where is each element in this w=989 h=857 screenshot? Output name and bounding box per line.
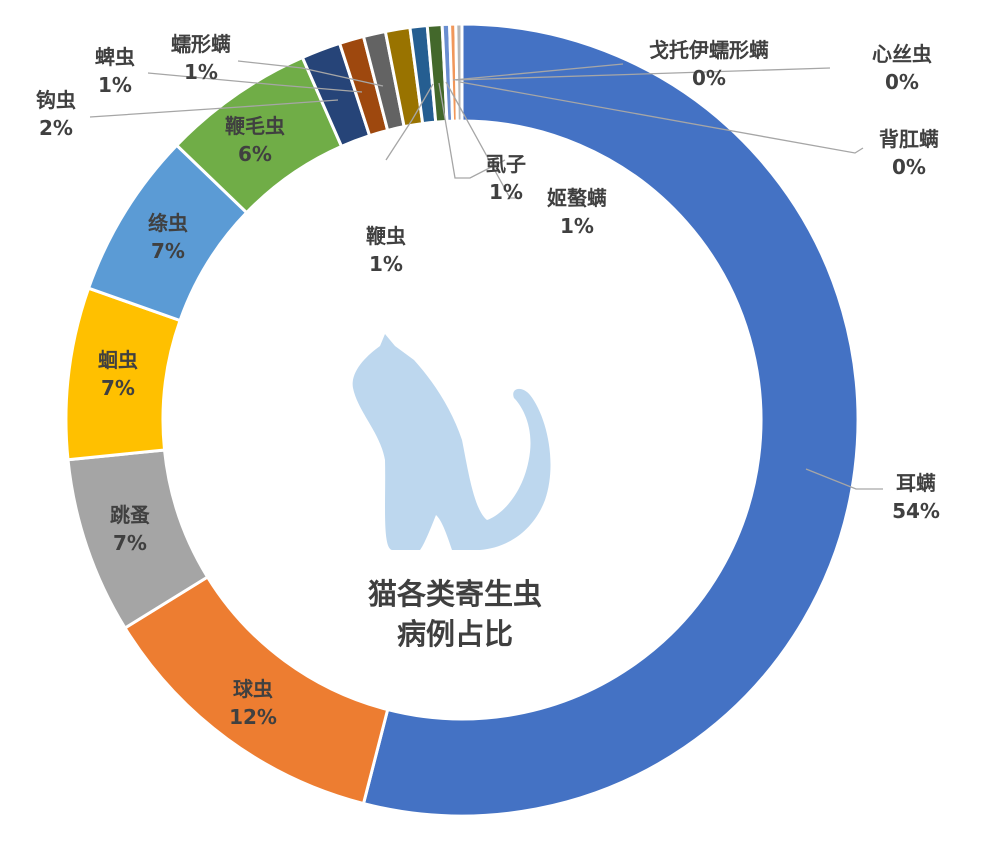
slice-背肛螨	[454, 22, 464, 123]
leader-line-虱子	[438, 82, 506, 179]
chart-title-line-1: 猫各类寄生虫	[367, 577, 542, 611]
leader-line-蜱虫	[147, 72, 363, 93]
leader-line-蠕形螨	[237, 60, 384, 87]
slice-percent-label: 7%	[151, 239, 185, 263]
data-label-绦虫: 绦虫 7%	[148, 211, 188, 263]
data-label-耳螨: 耳螨 54%	[892, 471, 940, 523]
slice-name-label: 球虫	[233, 677, 273, 701]
data-label-鞭虫: 鞭虫 1%	[366, 224, 406, 276]
data-label-球虫: 球虫 12%	[229, 677, 277, 729]
slice-percent-label: 1%	[489, 180, 523, 204]
slice-percent-label: 1%	[560, 214, 594, 238]
data-label-姬螯螨: 姬螯螨 1%	[547, 186, 607, 238]
leader-line-心丝虫	[455, 67, 831, 81]
slice-percent-label: 0%	[885, 70, 919, 94]
slice-name-label: 跳蚤	[110, 503, 150, 527]
data-label-心丝虫: 心丝虫 0%	[872, 42, 932, 94]
leader-line-背肛螨	[459, 81, 864, 154]
slice-percent-label: 0%	[692, 66, 726, 90]
slice-percent-label: 54%	[892, 499, 940, 523]
slice-name-label: 绦虫	[148, 211, 188, 235]
slice-percent-label: 7%	[101, 376, 135, 400]
slice-name-label: 蠕形螨	[171, 32, 231, 56]
slice-name-label: 戈托伊蠕形螨	[649, 38, 769, 62]
slice-name-label: 姬螯螨	[547, 186, 607, 210]
data-label-戈托伊蠕形螨: 戈托伊蠕形螨 0%	[649, 38, 769, 90]
slice-percent-label: 2%	[39, 116, 73, 140]
leader-line-鞭虫	[385, 83, 434, 161]
data-label-跳蚤: 跳蚤 7%	[110, 503, 150, 555]
slices-layer	[64, 22, 860, 818]
data-label-虱子: 虱子 1%	[486, 152, 526, 204]
chart-title-line-2: 病例占比	[396, 617, 513, 651]
slice-name-label: 背肛螨	[879, 127, 939, 151]
leader-line-戈托伊蠕形螨	[452, 63, 624, 81]
leader-line-钩虫	[89, 99, 339, 118]
data-label-背肛螨: 背肛螨 0%	[879, 127, 939, 179]
slice-percent-label: 1%	[369, 252, 403, 276]
data-label-蛔虫: 蛔虫 7%	[98, 348, 138, 400]
slice-name-label: 鞭虫	[366, 224, 406, 248]
labels-layer: 耳螨 54% 球虫 12% 跳蚤 7% 蛔虫 7% 绦虫 7% 鞭毛虫 6% 钩虫 2% 蜱虫 1% 蠕形螨 1%…	[36, 32, 940, 729]
leader-line-耳螨	[805, 468, 883, 490]
slice-percent-label: 0%	[892, 155, 926, 179]
leaders-layer	[89, 60, 883, 490]
data-label-鞭毛虫: 鞭毛虫 6%	[225, 114, 285, 166]
slice-percent-label: 1%	[184, 60, 218, 84]
slice-name-label: 虱子	[486, 152, 526, 176]
slice-name-label: 蛔虫	[98, 348, 138, 372]
slice-percent-label: 7%	[113, 531, 147, 555]
slice-耳螨	[361, 22, 860, 818]
slice-percent-label: 6%	[238, 142, 272, 166]
slice-name-label: 蜱虫	[95, 45, 135, 69]
data-label-钩虫: 钩虫 2%	[36, 88, 76, 140]
data-label-蠕形螨: 蠕形螨 1%	[171, 32, 231, 84]
slice-percent-label: 12%	[229, 705, 277, 729]
slice-name-label: 鞭毛虫	[225, 114, 285, 138]
slice-name-label: 心丝虫	[872, 42, 932, 66]
data-label-蜱虫: 蜱虫 1%	[95, 45, 135, 97]
chart-title: 猫各类寄生虫 病例占比	[305, 574, 605, 654]
slice-percent-label: 1%	[98, 73, 132, 97]
slice-name-label: 钩虫	[36, 88, 76, 112]
slice-name-label: 耳螨	[896, 471, 936, 495]
leader-line-姬螯螨	[445, 81, 521, 199]
cat-silhouette-icon	[352, 334, 551, 550]
